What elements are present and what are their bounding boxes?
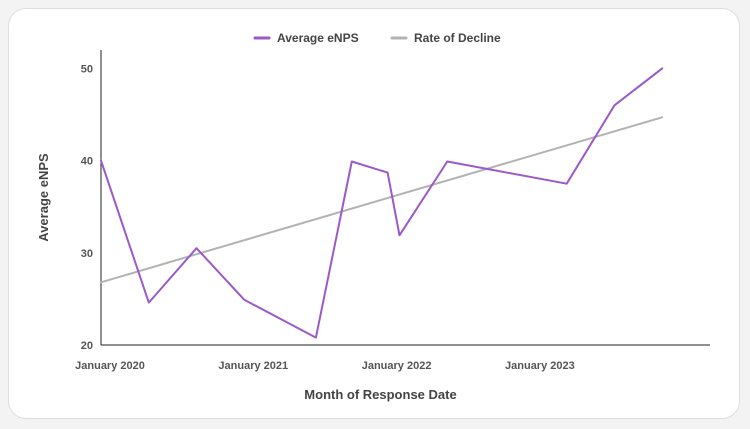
legend: Average eNPS Rate of Decline: [253, 31, 501, 45]
series-line-rate-of-decline: [100, 116, 664, 284]
x-tick-label: January 2021: [218, 360, 288, 372]
series-layer: [100, 67, 664, 339]
legend-label: Rate of Decline: [414, 31, 501, 45]
series-line-average-enps: [100, 67, 664, 339]
x-axis-title: Month of Response Date: [304, 387, 456, 402]
x-tick-label: January 2020: [75, 360, 145, 372]
chart-card: [8, 8, 740, 419]
y-tick-label: 30: [81, 248, 93, 260]
legend-label: Average eNPS: [277, 31, 359, 45]
legend-item: Rate of Decline: [390, 31, 501, 45]
x-axis: January 2020 January 2021 January 2022 Janu…: [75, 344, 710, 372]
legend-item: Average eNPS: [253, 31, 359, 45]
x-tick-label: January 2023: [505, 360, 575, 372]
y-tick-label: 20: [81, 340, 93, 352]
y-axis: 20 30 40 50: [81, 50, 102, 352]
y-tick-label: 40: [81, 156, 93, 168]
y-tick-label: 50: [81, 63, 93, 75]
y-axis-title: Average eNPS: [36, 153, 51, 242]
x-tick-label: January 2022: [362, 360, 432, 372]
